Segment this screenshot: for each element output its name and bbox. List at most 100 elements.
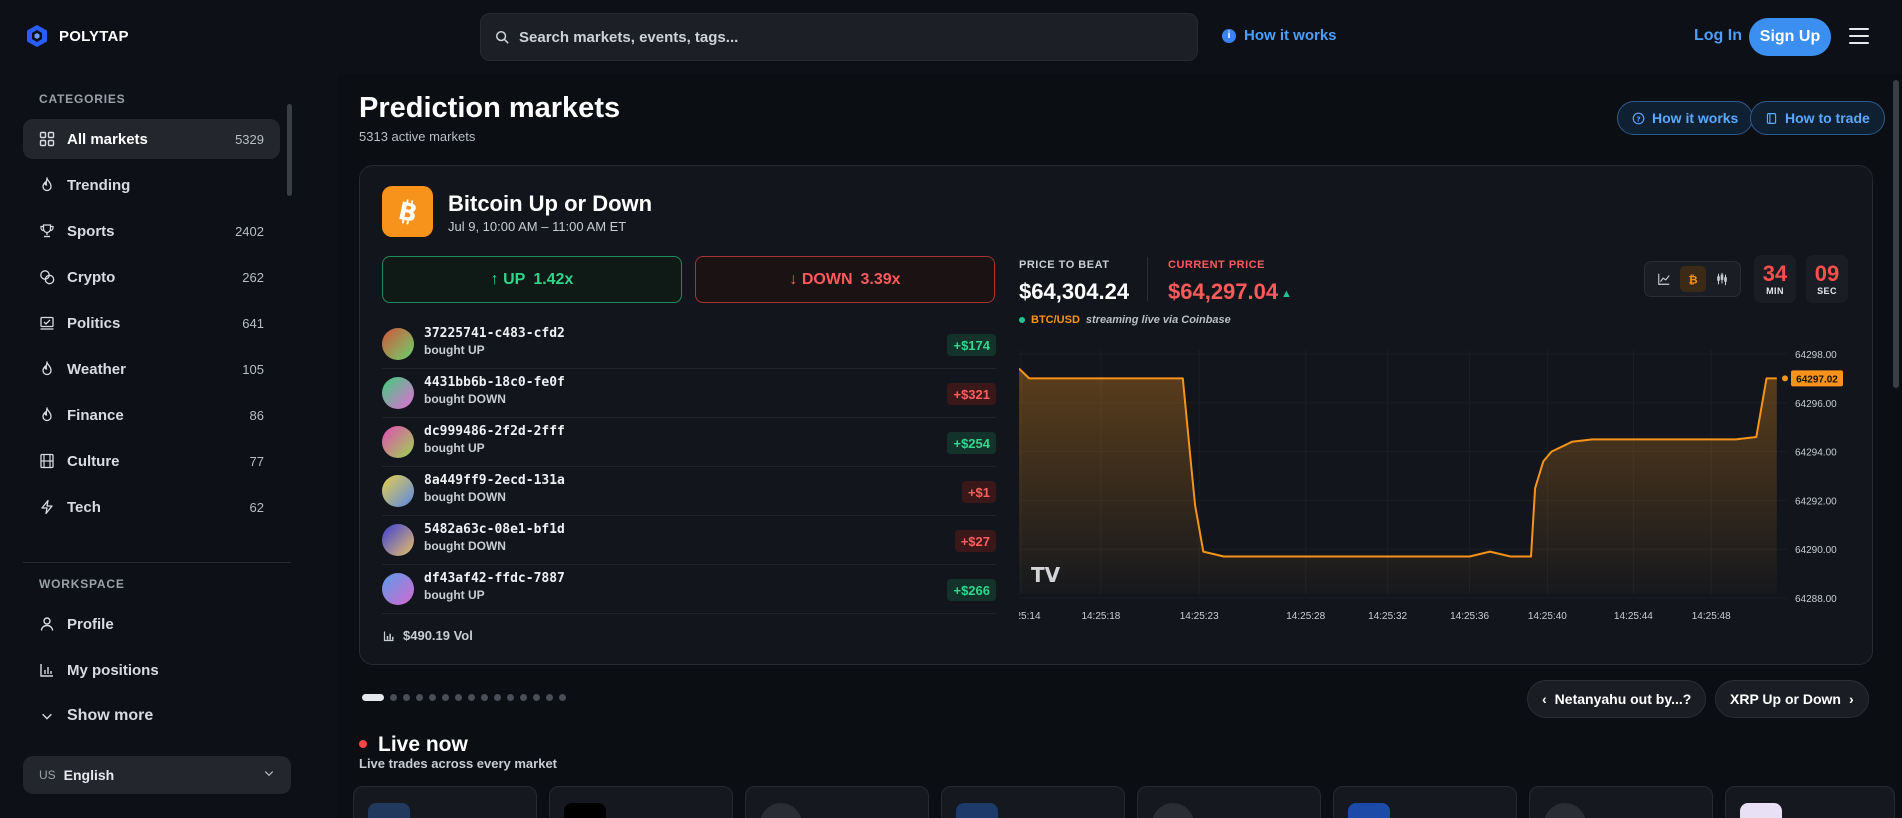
price-to-beat-label: PRICE TO BEAT (1019, 259, 1110, 271)
sidebar-scrollbar[interactable] (287, 104, 292, 196)
trade-action: bought UP (424, 343, 485, 357)
sidebar-item-tech[interactable]: Tech 62 (23, 487, 280, 527)
avatar (382, 328, 414, 360)
hamburger-menu-icon[interactable] (1849, 28, 1869, 44)
trade-action: bought DOWN (424, 490, 506, 504)
sidebar-item-sports[interactable]: Sports 2402 (23, 211, 280, 251)
price-area (1019, 368, 1777, 594)
signup-button[interactable]: Sign Up (1749, 18, 1831, 56)
sidebar-item-profile[interactable]: Profile (23, 604, 280, 644)
trade-action: bought UP (424, 588, 485, 602)
sidebar-item-count: 86 (249, 407, 264, 423)
volume-value: $490.19 Vol (403, 628, 473, 643)
how-it-works-button[interactable]: ? How it works (1617, 101, 1754, 135)
sidebar-item-all-markets[interactable]: All markets 5329 (23, 119, 280, 159)
how-it-works-link[interactable]: i How it works (1222, 27, 1337, 44)
carousel-dot[interactable] (362, 694, 384, 701)
bar-chart-icon (383, 631, 394, 641)
live-market-tile[interactable] (549, 786, 733, 818)
trade-row[interactable]: 5482a63c-08e1-bf1d bought DOWN +$27 (382, 516, 996, 565)
sidebar-item-label: All markets (67, 130, 148, 148)
polytap-logo-icon (27, 25, 47, 47)
live-market-tile[interactable] (1529, 786, 1713, 818)
carousel-dot[interactable] (390, 694, 397, 701)
chevron-down-icon (264, 771, 274, 777)
price-chart[interactable]: 64298.00 64296.00 64294.00 64292.00 64290.00… (1019, 336, 1859, 620)
carousel-dot[interactable] (455, 694, 462, 701)
how-to-trade-button[interactable]: How to trade (1750, 101, 1885, 135)
trade-action: bought UP (424, 441, 485, 455)
carousel-dot[interactable] (546, 694, 553, 701)
trade-amount: +$1 (961, 481, 996, 503)
current-price-label: CURRENT PRICE (1168, 259, 1265, 271)
live-dot-icon (1019, 317, 1025, 323)
search-bar[interactable] (480, 13, 1198, 61)
brand-name: POLYTAP (59, 27, 129, 45)
sidebar-item-label: Trending (67, 176, 131, 194)
sidebar-item-my-positions[interactable]: My positions (23, 650, 280, 690)
live-dot-icon (359, 740, 367, 748)
carousel-dot[interactable] (481, 694, 488, 701)
y-tick-label: 64298.00 (1795, 350, 1837, 361)
carousel-dot[interactable] (559, 694, 566, 701)
timer-seconds-unit: SEC (1817, 286, 1837, 296)
live-market-tile[interactable] (941, 786, 1125, 818)
carousel-dot[interactable] (520, 694, 527, 701)
sidebar-item-culture[interactable]: Culture 77 (23, 441, 280, 481)
carousel-dot[interactable] (494, 694, 501, 701)
sidebar-item-crypto[interactable]: Crypto 262 (23, 257, 280, 297)
ballot-icon (39, 315, 55, 331)
carousel-dot[interactable] (507, 694, 514, 701)
show-more-button[interactable]: Show more (23, 696, 280, 736)
sidebar-item-label: Crypto (67, 268, 116, 286)
market-icon (368, 803, 410, 818)
price-line (1019, 367, 1777, 558)
market-icon (956, 803, 998, 818)
candlestick-icon[interactable] (1709, 266, 1735, 292)
carousel-dot[interactable] (533, 694, 540, 701)
trade-row[interactable]: dc999486-2f2d-2fff bought UP +$254 (382, 418, 996, 467)
live-market-tile[interactable] (745, 786, 929, 818)
sidebar-item-politics[interactable]: Politics 641 (23, 303, 280, 343)
carousel-dot[interactable] (468, 694, 475, 701)
page-scrollbar[interactable] (1893, 80, 1899, 388)
market-title[interactable]: Bitcoin Up or Down (448, 191, 653, 216)
trade-row[interactable]: df43af42-ffdc-7887 bought UP +$266 (382, 565, 996, 614)
carousel-dot[interactable] (442, 694, 449, 701)
sidebar-item-trending[interactable]: Trending (23, 165, 280, 205)
live-market-tile[interactable] (1725, 786, 1895, 818)
bet-down-button[interactable]: ↓ DOWN 3.39x (695, 256, 995, 303)
bet-up-button[interactable]: ↑ UP 1.42x (382, 256, 682, 303)
flame-icon (39, 407, 55, 423)
categories-title: CATEGORIES (39, 92, 126, 106)
timer-minutes-unit: MIN (1766, 286, 1784, 296)
bitcoin-chart-icon[interactable]: ₿ (1679, 266, 1706, 292)
x-tick-label: 14:25:18 (1081, 611, 1120, 620)
live-market-tile[interactable] (1137, 786, 1321, 818)
svg-text:₿: ₿ (1688, 272, 1697, 286)
carousel-pagination (362, 694, 566, 701)
current-price-tag-label: 64297.02 (1796, 374, 1838, 385)
trade-amount: +$321 (947, 383, 996, 405)
carousel-next-button[interactable]: XRP Up or Down › (1715, 680, 1869, 718)
trade-row[interactable]: 37225741-c483-cfd2 bought UP +$174 (382, 320, 996, 369)
line-chart-icon[interactable] (1651, 266, 1677, 292)
carousel-dot[interactable] (403, 694, 410, 701)
trade-row[interactable]: 8a449ff9-2ecd-131a bought DOWN +$1 (382, 467, 996, 516)
live-now-subtitle: Live trades across every market (359, 756, 558, 771)
sidebar-item-weather[interactable]: Weather 105 (23, 349, 280, 389)
bet-up-label: ↑ UP (490, 270, 526, 288)
sidebar-item-finance[interactable]: Finance 86 (23, 395, 280, 435)
search-input[interactable] (519, 28, 1159, 46)
carousel-prev-button[interactable]: ‹ Netanyahu out by...? (1527, 680, 1707, 718)
trade-row[interactable]: 4431bb6b-18c0-fe0f bought DOWN +$321 (382, 369, 996, 418)
carousel-dot[interactable] (429, 694, 436, 701)
flame-icon (39, 177, 55, 193)
live-market-tile[interactable] (1333, 786, 1517, 818)
brand-logo[interactable]: POLYTAP (25, 24, 129, 48)
live-market-tile[interactable] (353, 786, 537, 818)
language-selector[interactable]: US English (23, 756, 291, 794)
sidebar-item-count: 5329 (235, 131, 264, 147)
carousel-dot[interactable] (416, 694, 423, 701)
login-link[interactable]: Log In (1694, 27, 1742, 44)
